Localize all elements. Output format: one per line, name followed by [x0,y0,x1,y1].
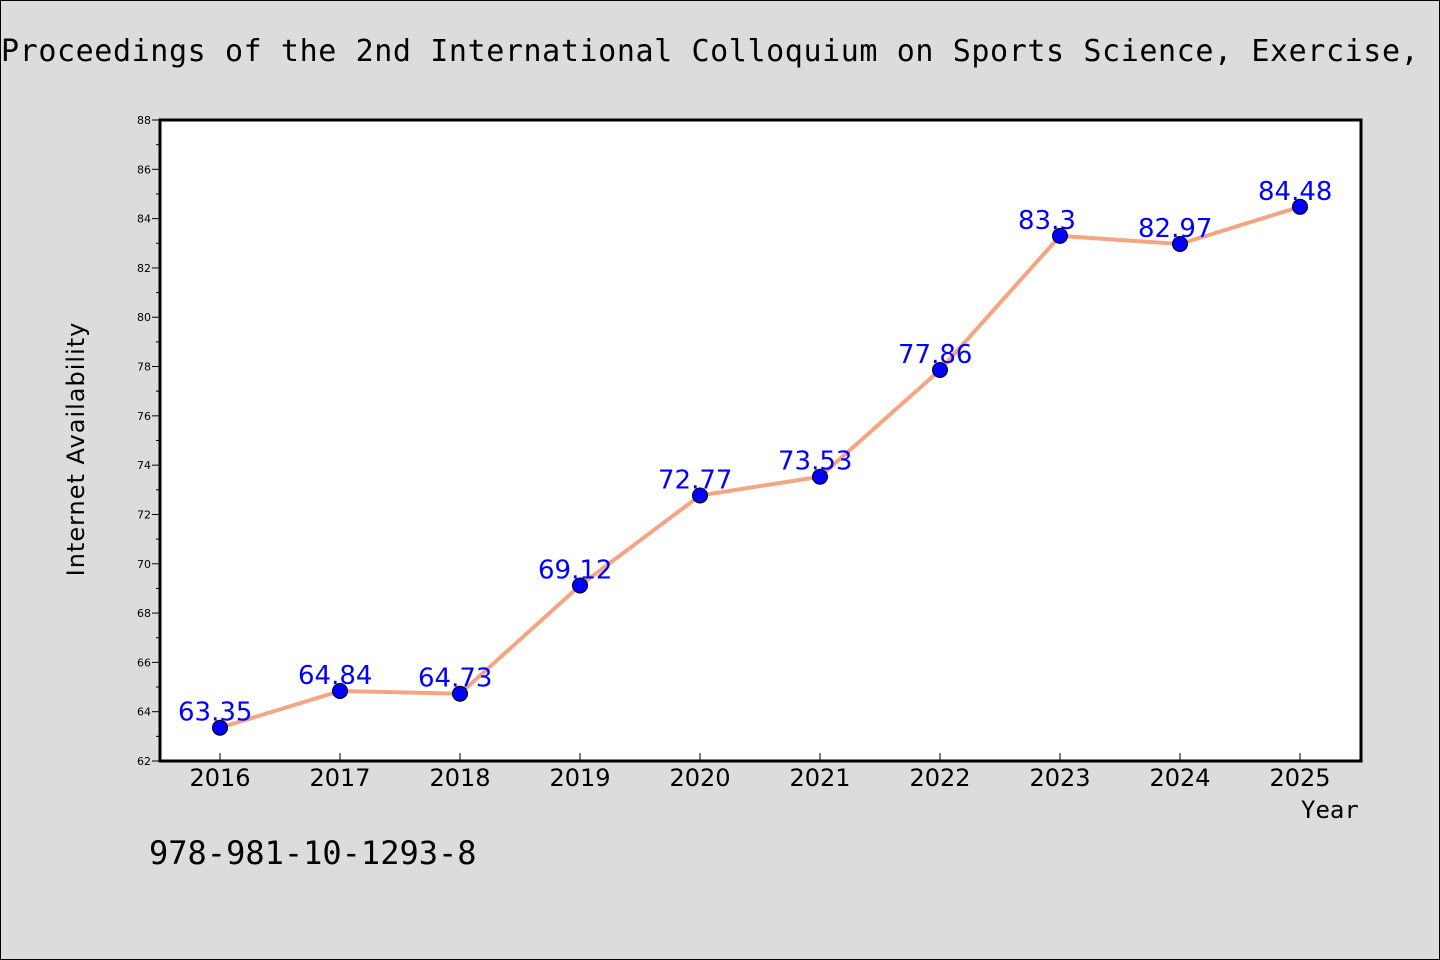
y-tick-label: 74 [137,459,151,472]
data-point [1052,227,1068,244]
y-axis-ticks: 62 64 66 68 70 72 74 76 78 80 82 84 86 88 [137,114,160,768]
y-tick-label: 82 [137,262,151,275]
data-label: 63.35 [178,698,252,728]
x-axis-label: Year [1301,796,1359,824]
x-tick-label: 2022 [909,764,970,792]
data-label: 69.12 [538,555,612,585]
y-tick-label: 84 [137,213,151,226]
x-tick-label: 2024 [1149,764,1210,792]
data-label: 82.97 [1138,214,1212,244]
y-tick-label: 66 [137,656,151,669]
data-labels-layer: 63.35 64.84 64.73 69.12 72.77 73.53 77.86 83.3 8… [178,177,1332,728]
y-tick-label: 62 [137,755,151,768]
y-tick-label: 68 [137,607,151,620]
data-label: 84.48 [1258,177,1332,207]
x-axis-ticks: 2016 2017 2018 2019 2020 2021 2022 2023 2024 2025 [189,753,1331,792]
y-tick-label: 72 [137,508,151,521]
data-label: 83.3 [1018,206,1076,236]
data-point [212,719,228,736]
isbn-text: 978-981-10-1293-8 [149,834,477,872]
series-layer [212,198,1308,736]
y-tick-label: 64 [137,706,151,719]
x-tick-label: 2017 [309,764,370,792]
y-tick-label: 80 [137,311,151,324]
y-axis-label: Internet Availability [62,321,90,577]
y-tick-label: 70 [137,558,151,571]
data-label: 64.84 [298,661,372,691]
data-point [332,682,348,699]
x-tick-label: 2023 [1029,764,1090,792]
data-label: 77.86 [898,340,972,370]
plot-area [158,118,1363,763]
data-label: 72.77 [658,465,732,495]
data-label: 73.53 [778,447,852,477]
y-tick-label: 76 [137,410,151,423]
data-point [932,361,948,378]
x-tick-label: 2018 [429,764,490,792]
data-point [1172,236,1188,253]
y-tick-label: 86 [137,163,151,176]
page-title: Proceedings of the 2nd International Col… [1,34,1440,69]
x-tick-label: 2020 [669,764,730,792]
data-label: 64.73 [418,664,492,694]
x-tick-label: 2019 [549,764,610,792]
x-tick-label: 2016 [189,764,250,792]
data-point [1292,198,1308,215]
data-point [572,577,588,594]
data-point [452,685,468,702]
y-tick-label: 88 [137,114,151,127]
data-point [812,468,828,485]
y-tick-label: 78 [137,361,151,374]
x-tick-label: 2021 [789,764,850,792]
series-line [218,204,1302,730]
data-point [692,487,708,504]
x-tick-label: 2025 [1269,764,1330,792]
